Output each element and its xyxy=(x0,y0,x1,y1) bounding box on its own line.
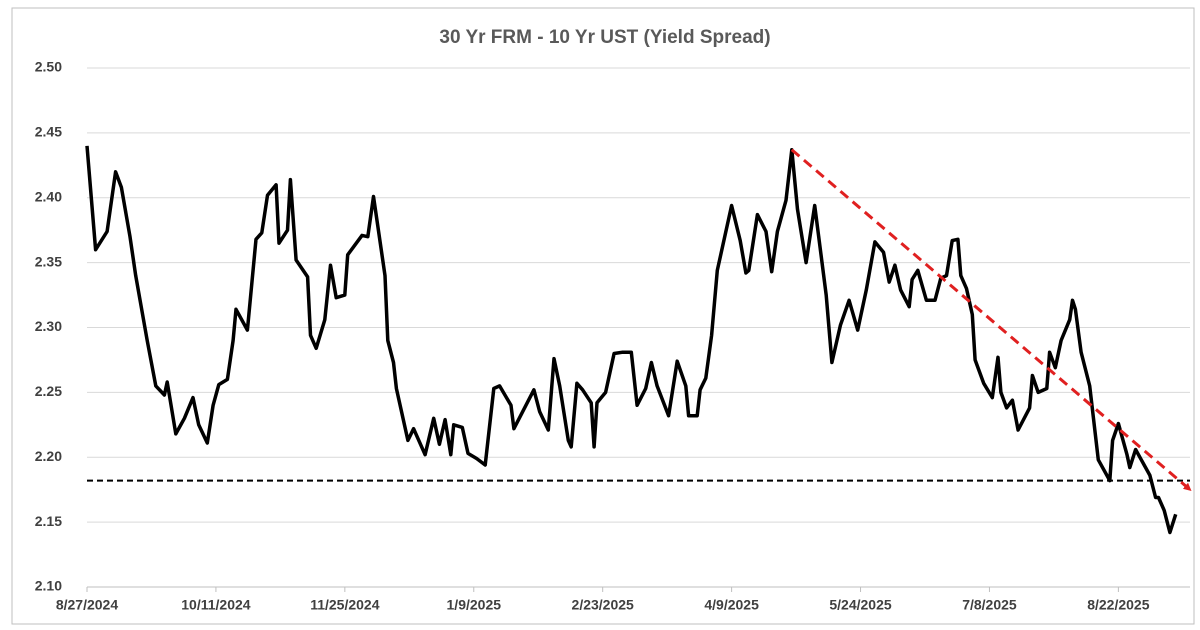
x-tick-label: 8/27/2024 xyxy=(56,597,118,613)
chart-frame xyxy=(11,7,1195,625)
x-tick-label: 7/8/2025 xyxy=(962,597,1017,613)
x-tick-label: 10/11/2024 xyxy=(181,597,251,613)
y-tick-label: 2.40 xyxy=(35,188,62,204)
x-tick-label: 4/9/2025 xyxy=(704,597,759,613)
x-tick-label: 5/24/2025 xyxy=(829,597,891,613)
x-tick-label: 2/23/2025 xyxy=(572,597,634,613)
trend-line xyxy=(790,148,1192,491)
y-tick-label: 2.25 xyxy=(35,383,62,399)
data-line xyxy=(85,145,1178,535)
y-tick-label: 2.10 xyxy=(35,578,62,594)
x-tick-label: 8/22/2025 xyxy=(1087,597,1149,613)
y-tick-label: 2.15 xyxy=(35,513,62,529)
y-tick-label: 2.30 xyxy=(35,318,62,334)
y-tick-label: 2.45 xyxy=(35,124,62,140)
y-tick-label: 2.20 xyxy=(35,448,62,464)
y-tick-label: 2.50 xyxy=(35,59,62,75)
y-tick-label: 2.35 xyxy=(35,253,62,269)
x-tick-label: 11/25/2024 xyxy=(310,597,380,613)
chart-title: 30 Yr FRM - 10 Yr UST (Yield Spread) xyxy=(439,27,770,48)
x-tick-label: 1/9/2025 xyxy=(447,597,502,613)
